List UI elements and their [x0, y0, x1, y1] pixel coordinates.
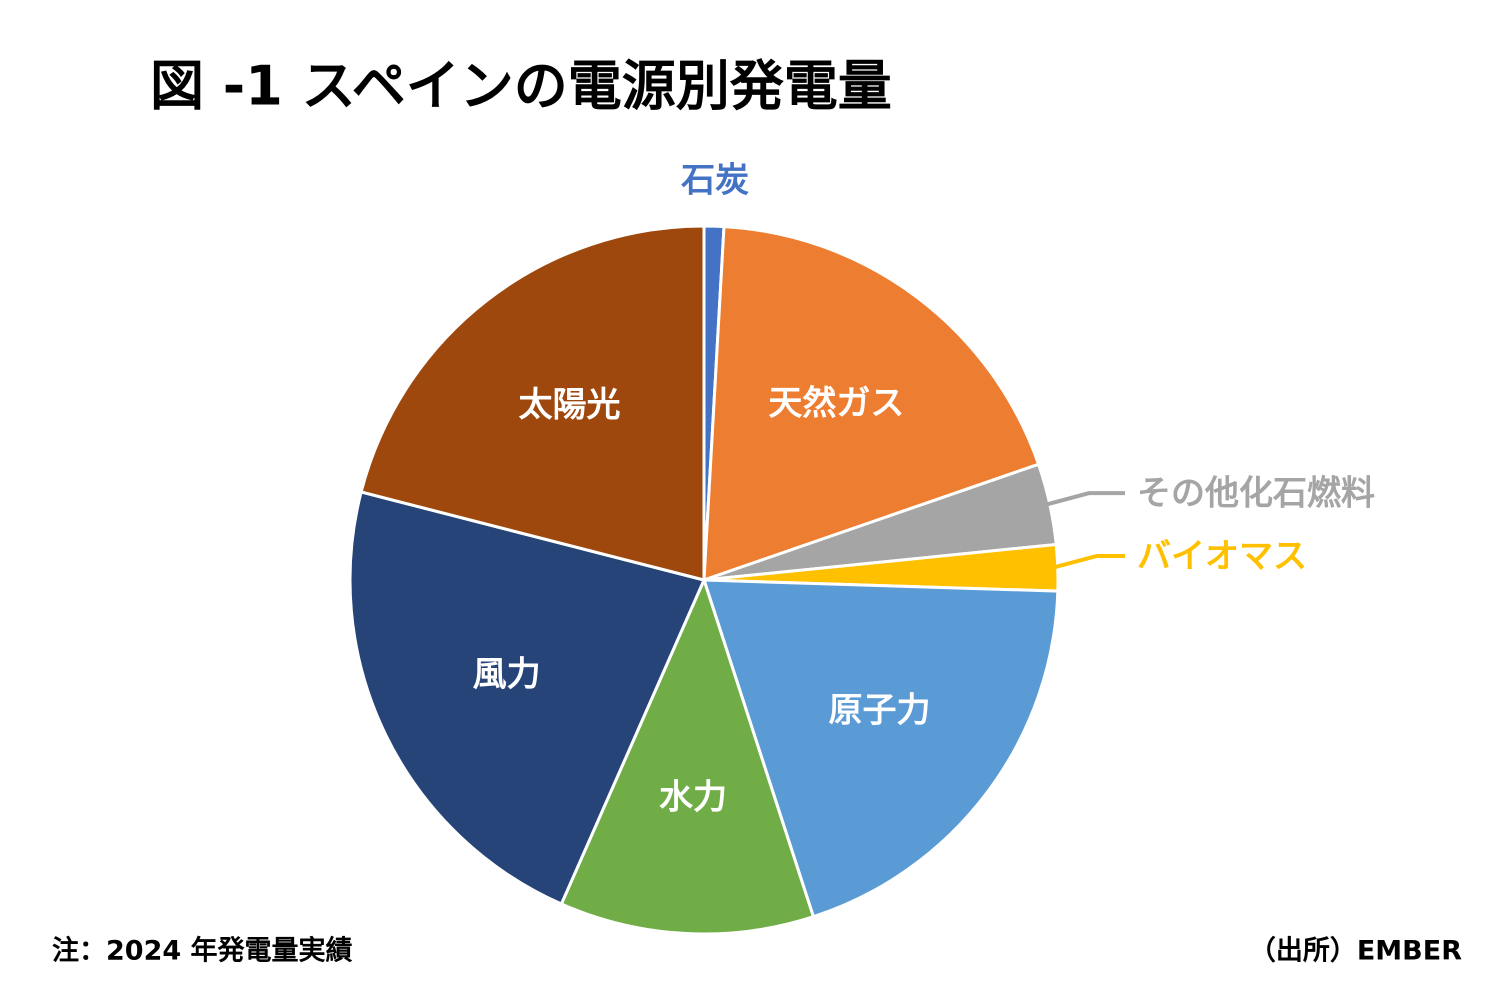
slice-label: その他化石燃料: [1137, 474, 1375, 514]
pie-slice: [348, 490, 707, 906]
pie-slice: [359, 224, 706, 582]
pie-slice: [701, 578, 1060, 919]
chart-title: 図 -1 スペインの電源別発電量: [150, 55, 892, 118]
slice-label: 太陽光: [518, 385, 620, 425]
source: （出所）EMBER: [1249, 936, 1462, 967]
slice-label: 石炭: [680, 161, 749, 201]
note: 注：2024 年発電量実績: [52, 935, 353, 967]
pie-slice: [559, 575, 816, 936]
slice-label: 原子力: [829, 690, 931, 730]
slice-label: バイオマス: [1137, 536, 1307, 576]
leader-line: [1043, 491, 1125, 508]
slice-label: 天然ガス: [768, 383, 904, 423]
leader-line: [1051, 553, 1125, 570]
slice-label: 水力: [659, 778, 727, 818]
slice-label: 風力: [473, 654, 541, 694]
